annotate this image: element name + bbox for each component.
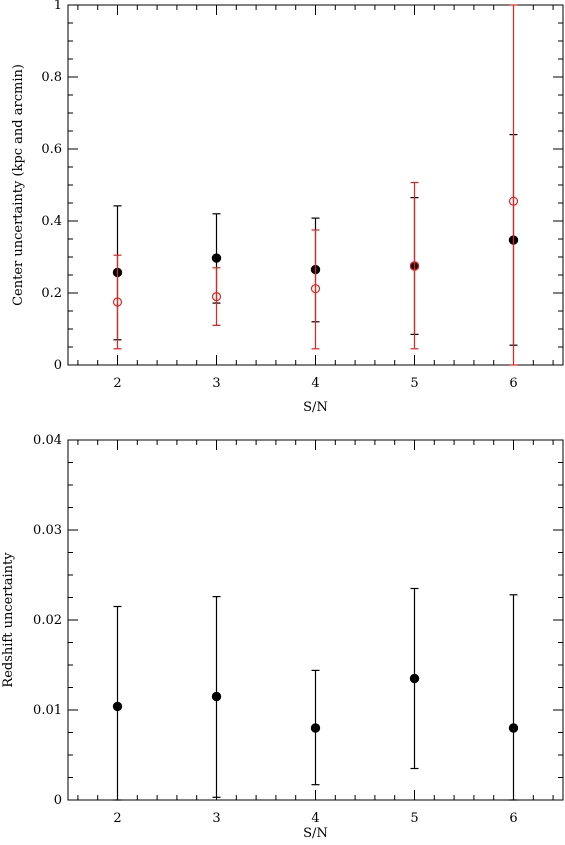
x-tick-label: 5 (410, 376, 418, 391)
y-tick-label: 0.01 (33, 703, 62, 718)
open-marker (409, 261, 420, 271)
data-point (508, 594, 519, 801)
open-marker (112, 297, 123, 307)
y-tick-label: 0 (54, 358, 62, 373)
x-tick-label: 5 (410, 811, 418, 826)
y-tick-label: 0.8 (41, 70, 62, 85)
y-tick-label: 0.02 (33, 613, 62, 628)
y-tick-label: 0.03 (33, 523, 62, 538)
y-tick-label: 0.6 (41, 142, 62, 157)
data-point (310, 229, 321, 350)
x-tick-label: 3 (212, 811, 220, 826)
y-axis-title: Redshift uncertainty (1, 552, 16, 688)
x-tick-label: 6 (509, 376, 517, 391)
open-marker (310, 284, 321, 294)
filled-marker (112, 701, 123, 712)
data-point (409, 587, 420, 770)
x-axis-title: S/N (303, 400, 328, 415)
y-tick-label: 0 (54, 793, 62, 808)
y-axis-title: Center uncertainty (kpc and arcmin) (11, 64, 26, 306)
y-tick-label: 0.4 (41, 214, 62, 229)
data-point (409, 181, 420, 350)
x-tick-label: 3 (212, 376, 220, 391)
bottom-panel: 0 0.01 0.02 0.03 0.04 2 3 4 5 6 S/N Redshift unc… (1, 433, 564, 841)
data-point (211, 595, 222, 798)
y-axis: 0 0.2 0.4 0.6 0.8 1 (41, 0, 563, 373)
filled-marker (508, 723, 519, 733)
y-tick-label: 0.04 (33, 433, 62, 448)
data-marks (112, 4, 519, 366)
y-tick-label: 1 (54, 0, 62, 13)
x-axis: 2 3 4 5 6 (77, 440, 554, 826)
filled-marker (211, 691, 222, 702)
x-axis-title: S/N (303, 826, 328, 841)
filled-marker (409, 673, 420, 684)
y-axis: 0 0.01 0.02 0.03 0.04 (33, 433, 563, 808)
open-marker (211, 292, 222, 302)
data-point (112, 605, 123, 801)
x-tick-label: 2 (113, 376, 121, 391)
data-marks (112, 587, 519, 801)
x-tick-label: 2 (113, 811, 121, 826)
data-point (310, 669, 321, 786)
data-point (508, 4, 519, 366)
y-tick-label: 0.2 (41, 286, 62, 301)
x-tick-label: 4 (311, 811, 319, 826)
x-tick-label: 4 (311, 376, 319, 391)
data-point (211, 267, 222, 326)
filled-marker (310, 723, 321, 733)
open-marker (508, 196, 519, 206)
data-point (112, 254, 123, 350)
filled-marker (211, 253, 222, 263)
top-panel: 0 0.2 0.4 0.6 0.8 1 2 3 4 5 6 S/N Center uncertai… (11, 0, 564, 415)
x-tick-label: 6 (509, 811, 517, 826)
